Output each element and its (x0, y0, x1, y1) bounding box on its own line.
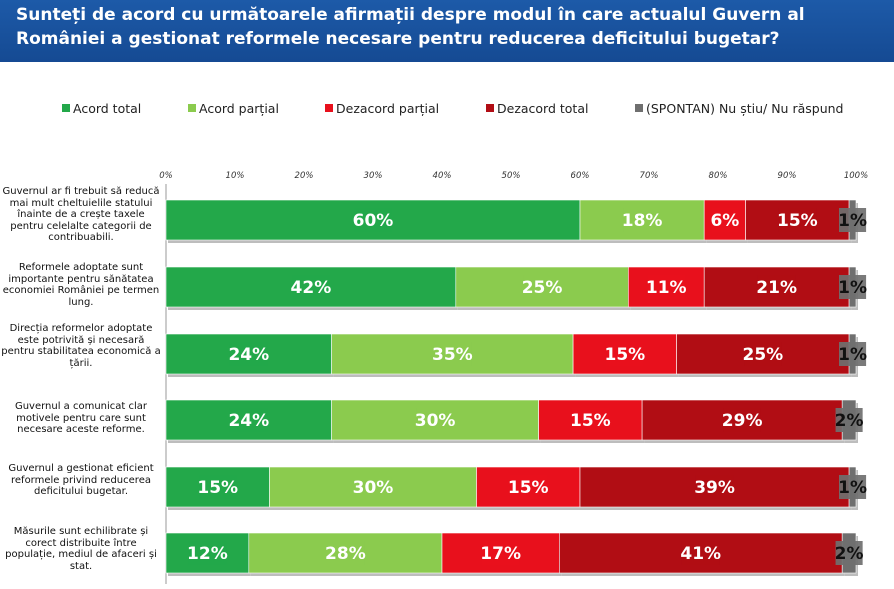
title-banner: Sunteți de acord cu următoarele afirmați… (0, 0, 894, 62)
x-tick-label: 60% (571, 171, 590, 181)
x-tick-label: 50% (502, 171, 521, 181)
data-label: 42% (291, 278, 332, 298)
category-label: Reformele adoptate sunt importante pentr… (2, 262, 160, 308)
data-label: 41% (680, 544, 721, 564)
legend-item-acord-partial: Acord parțial (188, 100, 279, 116)
legend-label-nu-stiu: (SPONTAN) Nu știu/ Nu răspund (646, 101, 844, 116)
data-label-background (481, 541, 520, 565)
data-label: 28% (325, 544, 366, 564)
data-label-background (835, 408, 863, 432)
legend-item-dezacord-partial: Dezacord parțial (325, 100, 439, 116)
data-label: 15% (508, 478, 549, 498)
data-label: 1% (838, 211, 867, 231)
data-label: 1% (838, 345, 867, 365)
data-label: 24% (228, 411, 269, 431)
data-label-background (354, 475, 392, 499)
legend-item-dezacord-total: Dezacord total (486, 100, 588, 116)
data-label: 35% (432, 345, 473, 365)
x-tick-label: 20% (295, 171, 314, 181)
data-label-background (292, 275, 330, 299)
legend-label-acord-total: Acord total (73, 101, 142, 116)
data-label: 25% (522, 278, 563, 298)
data-label: 15% (604, 345, 645, 365)
data-label: 2% (835, 544, 864, 564)
legend-label-acord-partial: Acord parțial (199, 101, 279, 116)
data-label-background (354, 208, 392, 232)
data-label-background (744, 342, 782, 366)
legend-swatch-acord-total (62, 103, 70, 112)
data-label: 60% (353, 211, 394, 231)
chart-title: Sunteți de acord cu următoarele afirmați… (16, 5, 805, 49)
data-label: 30% (415, 411, 456, 431)
category-label: Guvernul ar fi trebuit să reducă mai mul… (2, 186, 160, 243)
x-tick-label: 90% (778, 171, 797, 181)
data-label: 15% (570, 411, 611, 431)
data-label-background (188, 541, 227, 565)
data-label-background (229, 342, 268, 366)
data-label: 15% (777, 211, 818, 231)
data-label-background (326, 541, 365, 565)
data-label-background (571, 408, 610, 432)
category-label: Guvernul a gestionat eficient reformele … (8, 463, 154, 497)
legend-label-dezacord-total: Dezacord total (497, 101, 589, 116)
x-tick-label: 80% (709, 171, 728, 181)
legend-label-dezacord-partial: Dezacord parțial (336, 101, 440, 116)
legend: Acord total Acord parțial Dezacord parți… (0, 100, 894, 120)
data-label: 18% (622, 211, 663, 231)
data-label: 12% (187, 544, 228, 564)
data-label: 24% (228, 345, 269, 365)
bar-segment (331, 399, 539, 441)
data-label-background (711, 208, 739, 232)
data-label: 1% (838, 478, 867, 498)
legend-item-nu-stiu: (SPONTAN) Nu știu/ Nu răspund (635, 100, 843, 116)
data-label-background (723, 408, 761, 432)
data-label-background (695, 475, 734, 499)
data-label-background (839, 475, 867, 499)
x-tick-label: 70% (640, 171, 659, 181)
category-label: Măsurile sunt echilibrate și corect dist… (5, 526, 157, 572)
data-label-background (623, 208, 661, 232)
data-label-background (778, 208, 817, 232)
data-label: 39% (694, 478, 735, 498)
data-label: 6% (710, 211, 739, 231)
x-tick-label: 30% (364, 171, 383, 181)
x-tick-label: 10% (226, 171, 245, 181)
data-label: 17% (480, 544, 521, 564)
x-tick-label: 40% (433, 171, 452, 181)
legend-swatch-dezacord-partial (325, 103, 333, 112)
legend-swatch-acord-partial (188, 103, 196, 112)
stacked-bar-chart: 0% 10% 20% 30% 40% 50% 60% 70% 80% 90% 100% 60% 18% 6… (159, 171, 868, 584)
data-label-background (198, 475, 237, 499)
data-label-background (835, 541, 863, 565)
data-label: 25% (742, 345, 783, 365)
data-label: 30% (353, 478, 394, 498)
data-label-background (681, 541, 720, 565)
data-label-background (606, 342, 644, 366)
category-label: Guvernul a comunicat clar motivele pentr… (14, 401, 148, 435)
category-label: Direcția reformelor adoptate este potriv… (1, 323, 161, 369)
data-label-background (523, 275, 561, 299)
x-tick-label: 100% (844, 171, 868, 181)
data-label: 1% (838, 278, 867, 298)
data-label-background (509, 475, 548, 499)
data-label-background (839, 208, 867, 232)
data-label: 21% (756, 278, 797, 298)
legend-swatch-nu-stiu (635, 103, 643, 112)
data-label: 2% (835, 411, 864, 431)
x-tick-label: 0% (159, 171, 173, 181)
legend-item-acord-total: Acord total (62, 100, 141, 116)
data-label-background (839, 275, 867, 299)
data-label: 15% (197, 478, 238, 498)
legend-swatch-dezacord-total (486, 103, 494, 112)
data-label-background (229, 408, 268, 432)
data-label-background (757, 275, 796, 299)
data-label: 11% (646, 278, 687, 298)
data-label-background (416, 408, 454, 432)
data-label-background (647, 275, 686, 299)
data-label-background (839, 342, 867, 366)
data-label-background (433, 342, 472, 366)
data-label: 29% (722, 411, 763, 431)
